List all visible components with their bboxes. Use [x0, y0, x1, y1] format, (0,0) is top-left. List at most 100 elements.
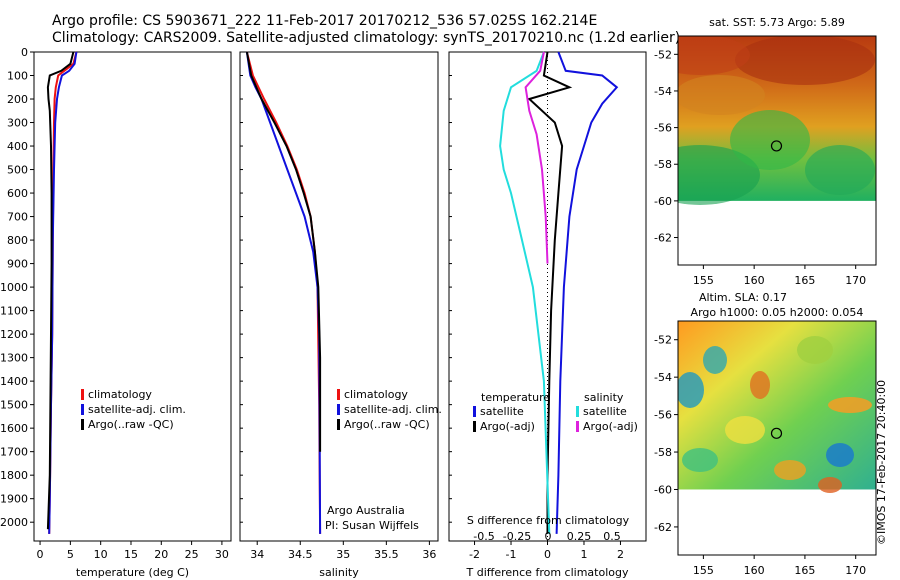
- x-tick-label: -1: [506, 548, 517, 561]
- lat-tick-label: -62: [654, 521, 672, 534]
- lat-tick-label: -56: [654, 409, 672, 422]
- x-tick-label: -2: [469, 548, 480, 561]
- legend-swatch: [81, 389, 84, 400]
- series-1-line: [527, 51, 573, 534]
- legend-label: climatology: [344, 388, 408, 401]
- y-tick-label: 1600: [0, 422, 28, 435]
- map-texture: [678, 36, 875, 205]
- lat-tick-label: -54: [654, 371, 672, 384]
- lon-tick-label: 155: [693, 274, 714, 287]
- map-frame: [677, 35, 877, 266]
- x-axis-label: temperature (deg C): [76, 566, 189, 579]
- map-frame: [677, 320, 877, 556]
- lat-tick-label: -58: [654, 158, 672, 171]
- lon-tick-label: 155: [693, 564, 714, 577]
- series-2-line: [499, 51, 551, 534]
- profile-panel-0: 0100200300400500600700800900100011001200…: [0, 46, 232, 579]
- lat-tick-label: -54: [654, 85, 672, 98]
- sst-patch: [678, 75, 765, 115]
- x-tick-label: 10: [94, 548, 108, 561]
- x-tick-label: 35.5: [374, 548, 399, 561]
- sla-eddy: [682, 448, 718, 472]
- x-tick-label: 35: [336, 548, 350, 561]
- sla-eddy: [678, 372, 704, 408]
- y-tick-label: 900: [7, 258, 28, 271]
- lon-tick-label: 160: [744, 564, 765, 577]
- legend-label: Argo(-adj): [480, 420, 535, 433]
- y-tick-label: 0: [21, 46, 28, 59]
- profile-panel-2: -2 -1 0 1 2 T difference from climatology temp…: [448, 51, 647, 579]
- y-tick-label: 400: [7, 140, 28, 153]
- legend-swatch: [473, 406, 476, 417]
- lat-tick-label: -60: [654, 483, 672, 496]
- map-title-sst: sat. SST: 5.73 Argo: 5.89: [709, 16, 845, 29]
- y-tick-label: 300: [7, 117, 28, 130]
- sst-patch: [735, 36, 875, 85]
- y-tick-label: 1400: [0, 375, 28, 388]
- s-tick-label: -0.25: [503, 530, 531, 543]
- legend-label: satellite: [583, 405, 627, 418]
- legend-label: Argo(-adj): [583, 420, 638, 433]
- lon-tick-label: 165: [794, 564, 815, 577]
- legend-swatch: [337, 389, 340, 400]
- map-texture: [678, 336, 872, 493]
- legend-label: Argo(..raw -QC): [88, 418, 174, 431]
- y-tick-label: 200: [7, 93, 28, 106]
- x-axis-label: salinity: [319, 566, 359, 579]
- sla-eddy: [797, 336, 833, 364]
- legend-swatch: [337, 419, 340, 430]
- series-0-line: [245, 51, 322, 534]
- lat-tick-label: -56: [654, 122, 672, 135]
- s-tick-label: 0.5: [603, 530, 621, 543]
- series-2-line: [46, 51, 75, 530]
- legend-title-temperature: temperature: [481, 391, 550, 404]
- lat-tick-label: -62: [654, 232, 672, 245]
- legend-label: Argo(..raw -QC): [344, 418, 430, 431]
- sla-eddy: [818, 477, 842, 493]
- annotation-institution: Argo Australia: [327, 504, 405, 517]
- x-tick-label: 5: [67, 548, 74, 561]
- series-2-line: [245, 51, 322, 452]
- sla-eddy: [828, 397, 872, 413]
- sla-eddy: [774, 460, 806, 480]
- x-tick-label: 15: [124, 548, 138, 561]
- y-tick-label: 1300: [0, 352, 28, 365]
- y-tick-label: 1000: [0, 281, 28, 294]
- x-axis-label: T difference from climatology: [466, 566, 629, 579]
- x-tick-label: 2: [617, 548, 624, 561]
- lon-tick-label: 170: [845, 564, 866, 577]
- legend-swatch: [81, 419, 84, 430]
- series-3-line: [524, 51, 549, 264]
- series-1-line: [245, 51, 322, 534]
- lat-tick-label: -52: [654, 334, 672, 347]
- sst-patch: [678, 145, 760, 205]
- y-tick-label: 1500: [0, 399, 28, 412]
- figure-title-line1: Argo profile: CS 5903671_222 11-Feb-2017…: [52, 13, 598, 29]
- sla-eddy: [750, 371, 770, 399]
- annotation-pi: PI: Susan Wijffels: [325, 519, 419, 532]
- y-tick-label: 1900: [0, 493, 28, 506]
- figure-title-line2: Climatology: CARS2009. Satellite-adjuste…: [52, 30, 681, 46]
- legend-label: satellite-adj. clim.: [88, 403, 186, 416]
- sla-eddy: [703, 346, 727, 374]
- argo-position-marker: [770, 140, 783, 152]
- y-tick-label: 1800: [0, 469, 28, 482]
- s-tick-label: 0: [545, 530, 552, 543]
- lon-tick-label: 170: [845, 274, 866, 287]
- y-tick-label: 700: [7, 211, 28, 224]
- x-tick-label: 34: [250, 548, 264, 561]
- x-tick-label: 25: [185, 548, 199, 561]
- legend-swatch: [337, 404, 340, 415]
- legend-swatch: [81, 404, 84, 415]
- copyright-watermark: ©IMOS 17-Feb-2017 20:40:00: [875, 379, 888, 545]
- x-tick-label: 0: [37, 548, 44, 561]
- axes-frame: [33, 51, 232, 542]
- sst-patch: [678, 36, 750, 75]
- lat-tick-label: -60: [654, 195, 672, 208]
- y-tick-label: 2000: [0, 516, 28, 529]
- s-tick-label: 0.25: [567, 530, 592, 543]
- x-axis-label-salinity: S difference from climatology: [467, 514, 630, 527]
- legend-title-salinity: salinity: [584, 391, 624, 404]
- y-tick-label: 500: [7, 164, 28, 177]
